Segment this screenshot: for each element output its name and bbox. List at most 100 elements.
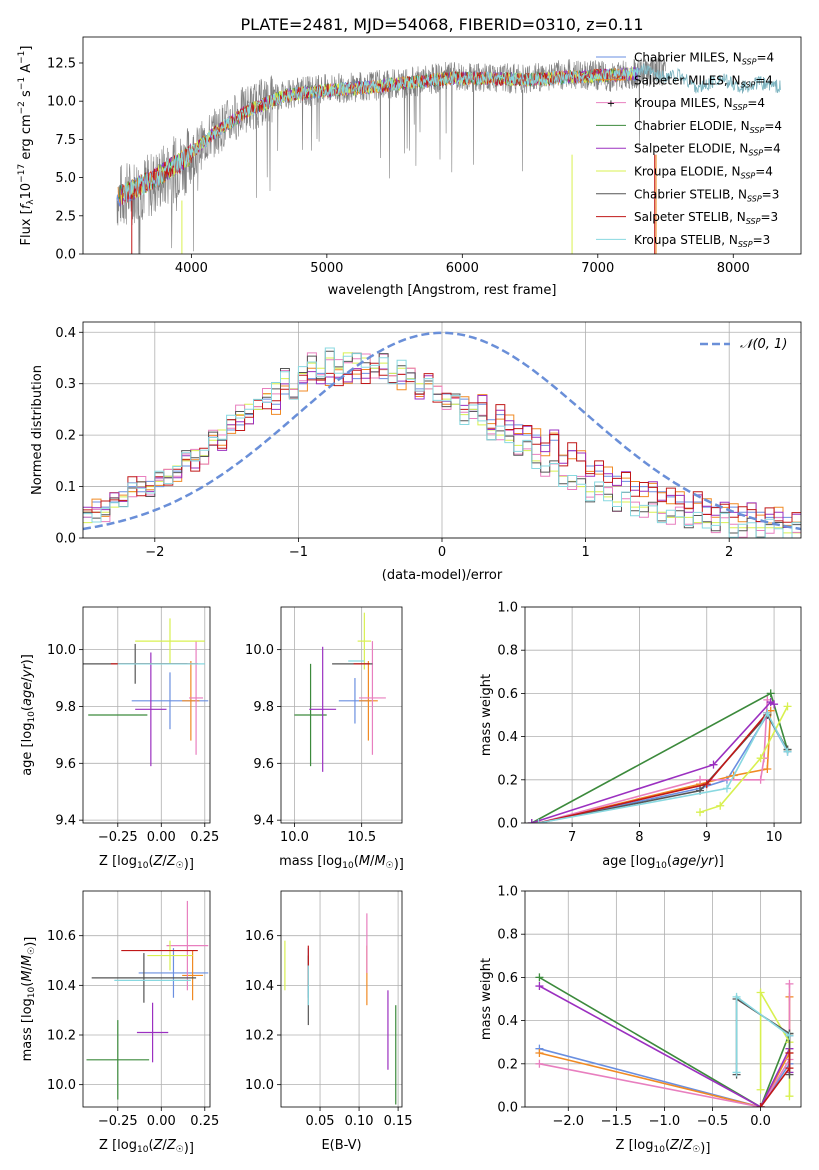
x-tick-label: 4000 bbox=[175, 261, 208, 276]
x-tick-label: 0.00 bbox=[147, 830, 176, 845]
errorbar-chabrier-stelib bbox=[91, 953, 197, 1003]
y-axis-label: mass weight bbox=[479, 674, 494, 756]
hist-kroupa-stelib bbox=[83, 347, 801, 538]
series-chabrier-stelib bbox=[732, 995, 794, 1079]
series-salpeter-miles bbox=[117, 67, 634, 203]
x-tick-label: −1.5 bbox=[601, 1114, 633, 1129]
series-line bbox=[539, 983, 791, 1107]
x-tick-label: 9 bbox=[703, 830, 711, 845]
y-tick-label: 9.4 bbox=[253, 814, 274, 829]
point-marker bbox=[732, 1068, 741, 1077]
x-tick-label: 2 bbox=[725, 545, 733, 560]
series-line bbox=[531, 700, 775, 823]
series-salpeter-elodie bbox=[527, 698, 779, 823]
legend-label: Salpeter STELIB, NSSP=3 bbox=[634, 210, 778, 226]
errorbar-chabrier-elodie bbox=[86, 1020, 150, 1100]
x-axis-label: (data-model)/error bbox=[382, 568, 503, 583]
legend-marker: + bbox=[607, 99, 615, 110]
x-tick-label: 8 bbox=[635, 830, 643, 845]
x-tick-label: 8000 bbox=[717, 261, 750, 276]
x-axis-label: wavelength [Angstrom, rest frame] bbox=[328, 283, 557, 298]
y-tick-label: 10.0 bbox=[245, 643, 274, 658]
x-tick-label: 10 bbox=[766, 830, 783, 845]
panel-massweight-vs-Z: −2.0 −1.5 −1.0 −0.5 0.0 0.0 0.2 0.4 0.6 0.8 1.0 Z [… bbox=[479, 885, 802, 1156]
x-tick-label: 0.25 bbox=[190, 830, 219, 845]
y-tick-label: 0.0 bbox=[497, 817, 518, 832]
y-tick-label: 0.2 bbox=[55, 429, 76, 444]
axes-frame bbox=[280, 890, 403, 1108]
x-tick-label: 7 bbox=[568, 830, 576, 845]
y-tick-label: 0.0 bbox=[55, 248, 76, 263]
point-marker bbox=[535, 973, 544, 982]
series-line bbox=[735, 995, 790, 1073]
point-marker bbox=[709, 760, 718, 769]
series-salpeter-stelib bbox=[534, 708, 772, 823]
hist-salpeter-stelib bbox=[83, 362, 801, 523]
x-tick-label: 7000 bbox=[581, 261, 614, 276]
series-kroupa-elodie bbox=[696, 702, 792, 817]
y-tick-label: 10.2 bbox=[245, 1029, 274, 1044]
point-marker bbox=[783, 702, 792, 711]
legend-label: Chabrier STELIB, NSSP=3 bbox=[634, 187, 779, 203]
point-marker bbox=[785, 1049, 794, 1057]
legend: 𝒩(0, 1) bbox=[700, 337, 787, 352]
panel-massweight-vs-age: 7 8 9 10 0.0 0.2 0.4 0.6 0.8 1.0 age [log10(age/yr… bbox=[479, 601, 802, 871]
x-tick-label: 0.10 bbox=[345, 1114, 374, 1129]
y-tick-label: 10.0 bbox=[47, 643, 76, 658]
point-marker bbox=[756, 1085, 765, 1094]
y-tick-label: 0.0 bbox=[55, 532, 76, 547]
plot-area bbox=[83, 331, 801, 538]
y-tick-label: 10.4 bbox=[245, 979, 274, 994]
y-tick-label: 0.4 bbox=[497, 1014, 518, 1029]
x-axis-label: Z [log10(Z/Z☉)] bbox=[99, 854, 194, 872]
x-axis-label: age [log10(age/yr)] bbox=[602, 854, 724, 871]
x-axis-label: Z [log10(Z/Z☉)] bbox=[616, 1138, 711, 1156]
y-tick-label: 0.1 bbox=[55, 480, 76, 495]
y-tick-label: 9.8 bbox=[253, 700, 274, 715]
y-tick-label: 10.0 bbox=[47, 1078, 76, 1093]
legend: Chabrier MILES, NSSP=4 Salpeter MILES, NS… bbox=[596, 51, 782, 249]
point-marker bbox=[770, 700, 779, 709]
axes-frame bbox=[82, 36, 802, 255]
panel-residuals: −2 −1 0 1 2 0.0 0.1 0.2 0.3 0.4 𝒩(0, 1) (data-model… bbox=[30, 321, 802, 583]
plot-area bbox=[116, 55, 781, 254]
y-tick-label: 0.2 bbox=[497, 773, 518, 788]
x-axis-label: Z [log10(Z/Z☉)] bbox=[99, 1138, 194, 1156]
legend-label: Kroupa STELIB, NSSP=3 bbox=[634, 233, 770, 249]
axes-frame bbox=[524, 606, 802, 824]
y-tick-label: 0.4 bbox=[55, 326, 76, 341]
axes-frame bbox=[280, 606, 403, 824]
x-tick-label: 10.5 bbox=[347, 830, 376, 845]
series-kroupa-stelib bbox=[732, 992, 794, 1077]
point-marker bbox=[763, 708, 772, 717]
figure-title: PLATE=2481, MJD=54068, FIBERID=0310, z=0… bbox=[240, 15, 643, 34]
x-tick-label: −2 bbox=[145, 545, 164, 560]
x-tick-label: −0.25 bbox=[98, 830, 138, 845]
errorbar-kroupa-elodie bbox=[135, 618, 205, 664]
x-tick-label: −0.5 bbox=[697, 1114, 729, 1129]
point-marker bbox=[785, 1092, 794, 1101]
y-axis-label: Flux [fλ10−17 erg cm−2 s−1 A−1] bbox=[17, 46, 36, 246]
x-tick-label: 0.25 bbox=[190, 1114, 219, 1129]
errorbar-salpeter-miles bbox=[182, 950, 204, 1001]
point-marker bbox=[535, 982, 544, 991]
point-marker bbox=[766, 689, 775, 698]
y-tick-label: 9.4 bbox=[55, 814, 76, 829]
x-tick-label: −1 bbox=[289, 545, 308, 560]
panel-age-vs-Z: −0.25 0.00 0.25 9.4 9.6 9.8 10.0 Z [log10(Z/Z☉)… bbox=[20, 606, 219, 872]
normal-curve bbox=[83, 331, 801, 531]
plot-area bbox=[535, 973, 794, 1107]
panel-mass-vs-ebv: 0.05 0.10 0.15 10.0 10.2 10.4 10.6 E(B-V) bbox=[245, 890, 413, 1153]
axes-frame bbox=[82, 890, 211, 1108]
y-tick-label: 5.0 bbox=[55, 171, 76, 186]
legend-label: Chabrier MILES, NSSP=4 bbox=[634, 51, 774, 67]
y-tick-label: 10.6 bbox=[47, 929, 76, 944]
series-salpeter-stelib bbox=[756, 1049, 794, 1107]
x-tick-label: 0 bbox=[438, 545, 446, 560]
errorbar-kroupa-miles bbox=[189, 641, 204, 755]
x-tick-label: 0.05 bbox=[306, 1114, 335, 1129]
x-tick-label: 10.0 bbox=[280, 830, 309, 845]
plot-area bbox=[527, 689, 792, 823]
point-marker bbox=[722, 784, 731, 793]
